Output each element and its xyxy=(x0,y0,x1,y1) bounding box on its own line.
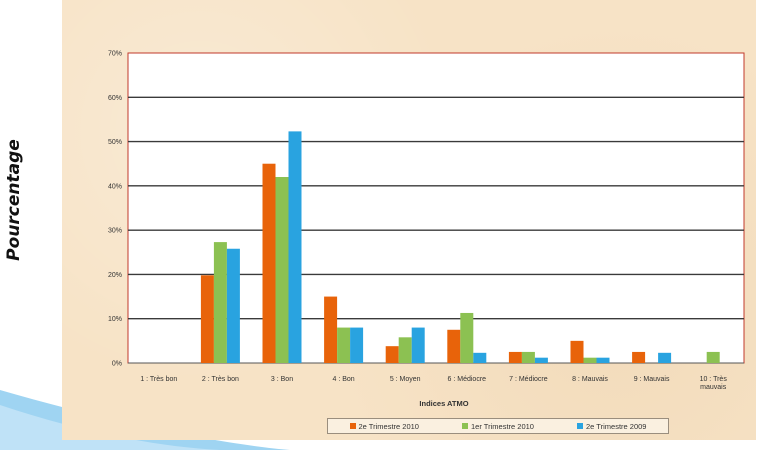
legend-label-3: 2e Trimestre 2009 xyxy=(586,421,647,431)
x-tick-label: 8 : Mauvais xyxy=(572,376,608,383)
x-tick-label: 7 : Médiocre xyxy=(509,376,548,383)
x-tick-label: 1 : Très bon xyxy=(140,376,177,383)
bar-3 xyxy=(658,352,672,363)
y-tick-label: 70% xyxy=(108,51,122,58)
bar-1 xyxy=(632,351,646,363)
y-tick-label: 60% xyxy=(108,95,122,102)
x-tick-label: 5 : Moyen xyxy=(390,376,421,383)
bar-1 xyxy=(570,340,584,363)
bar-2 xyxy=(398,337,412,363)
bar-3 xyxy=(226,248,240,363)
legend-label-2: 1er Trimestre 2010 xyxy=(471,421,534,431)
legend: 2e Trimestre 2010 1er Trimestre 2010 2e … xyxy=(327,418,669,434)
legend-item-2: 1er Trimestre 2010 xyxy=(462,422,534,431)
bar-2 xyxy=(521,351,535,363)
x-axis-title: Indices ATMO xyxy=(419,399,468,408)
y-axis-outer-label: Pourcentage xyxy=(4,139,24,261)
bar-2 xyxy=(337,327,351,363)
bar-3 xyxy=(596,357,610,363)
bar-chart: 0% 10% 20% 30% 40% 50% 60% 70% 1 : Très bon 2 : … xyxy=(108,51,745,408)
bar-1 xyxy=(508,351,522,363)
bar-2 xyxy=(460,312,474,363)
x-tick-label: 2 : Très bon xyxy=(202,376,239,383)
bar-1 xyxy=(200,275,214,363)
legend-swatch-1 xyxy=(349,423,356,429)
legend-label-1: 2e Trimestre 2010 xyxy=(358,421,419,431)
x-tick-label: 3 : Bon xyxy=(271,376,293,383)
bar-1 xyxy=(447,329,461,363)
legend-item-1: 2e Trimestre 2010 xyxy=(349,421,419,431)
bar-2 xyxy=(583,357,597,363)
bar-1 xyxy=(324,296,338,363)
bar-1 xyxy=(262,163,276,363)
y-tick-label: 20% xyxy=(108,272,122,279)
chart-panel: 0% 10% 20% 30% 40% 50% 60% 70% 1 : Très bon 2 : … xyxy=(62,0,756,440)
legend-swatch-2 xyxy=(462,423,469,429)
y-tick-label: 10% xyxy=(108,316,122,323)
y-tick-label: 0% xyxy=(112,361,122,368)
bar-2 xyxy=(213,242,227,363)
bar-3 xyxy=(288,131,302,363)
legend-item-3: 2e Trimestre 2009 xyxy=(577,422,646,431)
x-tick-label: 4 : Bon xyxy=(333,376,355,383)
x-tick-label: 9 : Mauvais xyxy=(634,376,670,383)
legend-swatch-3 xyxy=(577,423,584,429)
x-tick-label: 6 : Médiocre xyxy=(448,376,487,383)
bar-2 xyxy=(706,351,720,363)
bar-1 xyxy=(385,346,399,363)
bar-2 xyxy=(275,177,289,363)
bar-3 xyxy=(411,327,425,363)
x-tick-label: 10 : Très mauvais xyxy=(700,376,728,391)
y-tick-label: 30% xyxy=(108,228,122,235)
bar-3 xyxy=(534,357,548,363)
y-tick-label: 40% xyxy=(108,183,122,190)
bar-3 xyxy=(473,352,487,363)
y-tick-label: 50% xyxy=(108,139,122,146)
bar-3 xyxy=(350,327,364,363)
